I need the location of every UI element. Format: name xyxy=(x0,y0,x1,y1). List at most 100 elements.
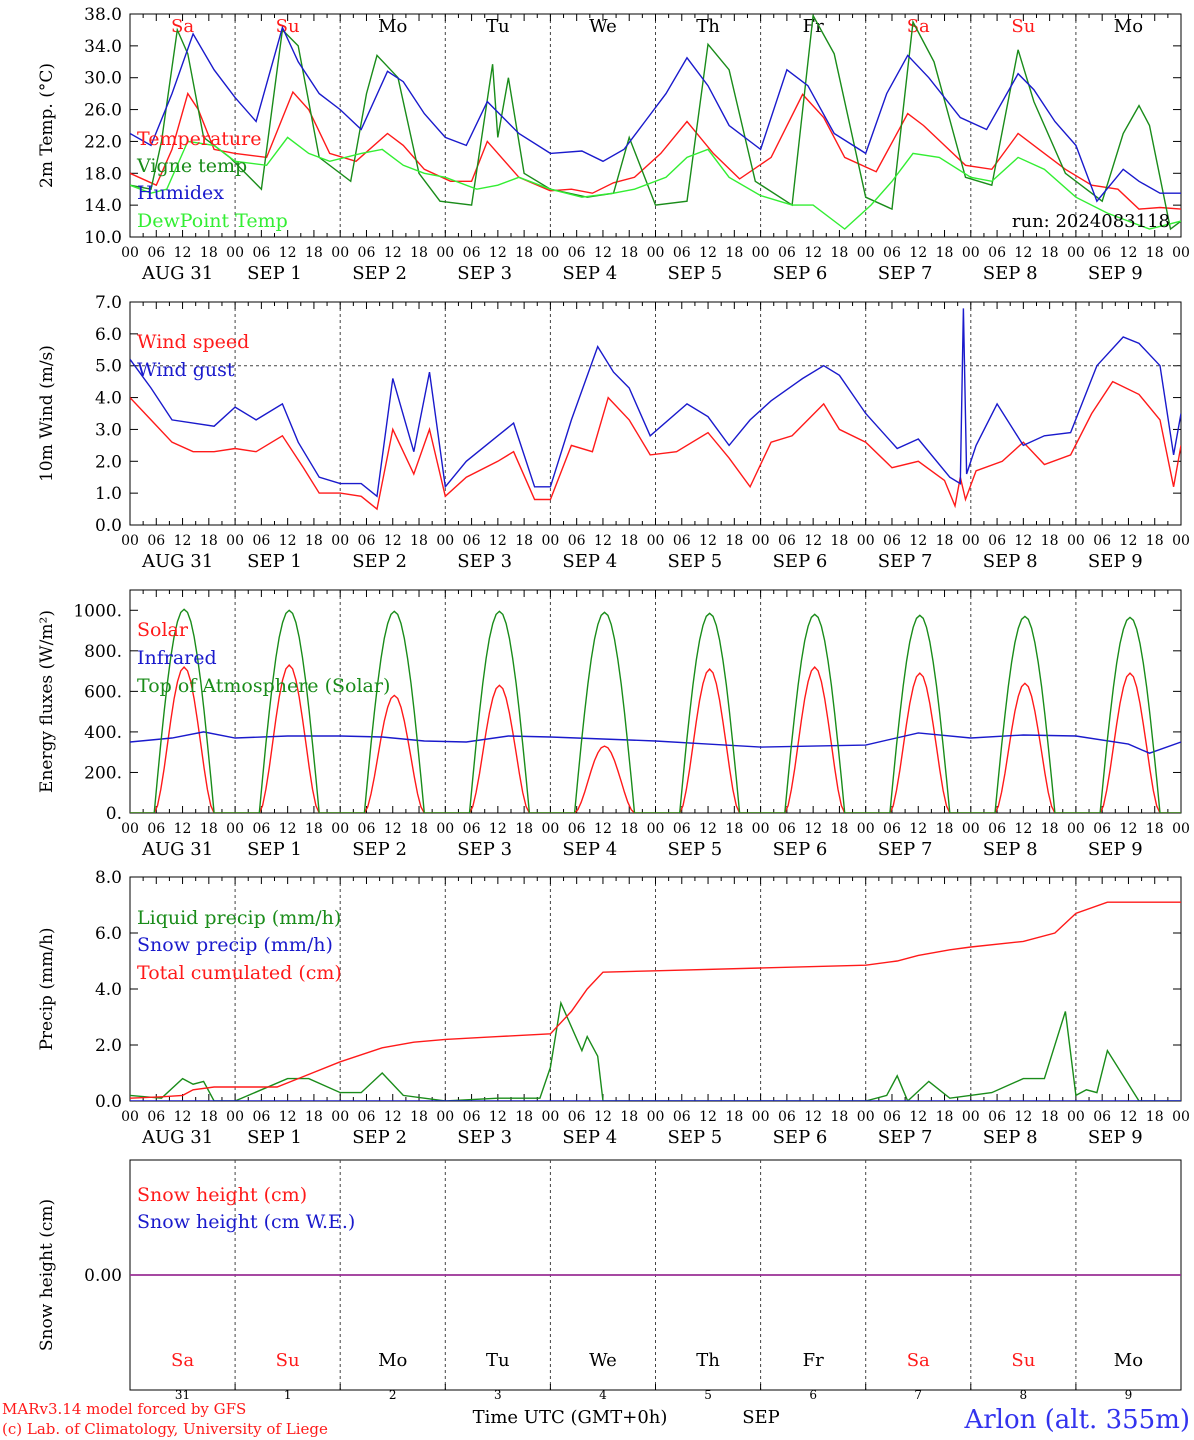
hour-tick-label: 00 xyxy=(121,245,139,261)
y-tick-label: 2.0 xyxy=(95,1036,122,1056)
hour-tick-label: 06 xyxy=(252,533,270,549)
day-name-label: Su xyxy=(276,1350,300,1371)
hour-tick-label: 00 xyxy=(226,245,244,261)
hour-tick-label: 18 xyxy=(305,533,323,549)
hour-tick-label: 00 xyxy=(226,821,244,837)
hour-tick-label: 06 xyxy=(358,821,376,837)
hour-tick-label: 12 xyxy=(384,1109,402,1125)
day-name-label: Sa xyxy=(171,16,194,37)
date-label: SEP 4 xyxy=(562,551,617,572)
hour-tick-label: 06 xyxy=(673,1109,691,1125)
hour-tick-label: 18 xyxy=(725,533,743,549)
hour-tick-label: 12 xyxy=(174,821,192,837)
y-tick-label: 0.0 xyxy=(95,516,122,536)
hour-tick-label: 18 xyxy=(305,1109,323,1125)
hour-tick-label: 18 xyxy=(410,533,428,549)
meteogram-panels: 10.014.018.022.026.030.034.038.02m Temp.… xyxy=(37,5,1190,1402)
hour-tick-label: 00 xyxy=(331,1109,349,1125)
meteogram-footer: MARv3.14 model forced by GFS (c) Lab. of… xyxy=(2,1400,1190,1438)
hour-tick-label: 06 xyxy=(358,245,376,261)
hour-tick-label: 12 xyxy=(489,245,507,261)
hour-tick-label: 06 xyxy=(568,821,586,837)
hour-tick-label: 12 xyxy=(384,533,402,549)
hour-tick-label: 00 xyxy=(647,1109,665,1125)
y-axis-label: Energy fluxes (W/m²) xyxy=(37,610,57,793)
date-label: SEP 5 xyxy=(668,1127,723,1148)
hour-tick-label: 12 xyxy=(909,1109,927,1125)
hour-tick-label: 12 xyxy=(594,245,612,261)
hour-tick-label: 00 xyxy=(1172,245,1190,261)
series-group xyxy=(130,14,1181,231)
day-name-label: Fr xyxy=(803,1350,824,1371)
legend-entry: Snow height (cm) xyxy=(137,1184,307,1206)
hour-tick-label: 06 xyxy=(1093,1109,1111,1125)
hour-tick-label: 00 xyxy=(1172,821,1190,837)
hour-tick-label: 06 xyxy=(463,533,481,549)
hour-tick-label: 00 xyxy=(226,533,244,549)
hour-tick-label: 18 xyxy=(620,1109,638,1125)
date-label: SEP 7 xyxy=(878,263,933,284)
date-label: AUG 31 xyxy=(141,839,213,860)
hour-tick-label: 12 xyxy=(594,533,612,549)
hour-tick-label: 00 xyxy=(647,533,665,549)
hour-tick-label: 18 xyxy=(1041,821,1059,837)
y-tick-label: 5.0 xyxy=(95,357,122,377)
y-tick-label: 1000. xyxy=(73,601,122,621)
hour-tick-label: 18 xyxy=(515,245,533,261)
y-tick-label: 22.0 xyxy=(84,132,122,152)
y-tick-label: 400. xyxy=(84,723,122,743)
y-tick-label: 6.0 xyxy=(95,325,122,345)
date-label: SEP 6 xyxy=(773,263,828,284)
hour-tick-label: 00 xyxy=(436,1109,454,1125)
panel-snow: 0.00 Snow height (cm) Snow height (cm) Snow… xyxy=(37,1159,1182,1402)
y-tick-label: 10.0 xyxy=(84,228,122,248)
hour-tick-label: 12 xyxy=(699,245,717,261)
legend-entry: Infrared xyxy=(137,647,217,669)
day-name-label: Su xyxy=(1011,16,1035,37)
hour-tick-label: 12 xyxy=(489,1109,507,1125)
hour-tick-label: 12 xyxy=(699,821,717,837)
y-tick-label: 2.0 xyxy=(95,452,122,472)
hour-tick-label: 18 xyxy=(725,245,743,261)
hour-tick-label: 06 xyxy=(883,821,901,837)
y-axis-label: 2m Temp. (°C) xyxy=(37,63,57,188)
hour-tick-label: 00 xyxy=(752,533,770,549)
hour-tick-label: 18 xyxy=(831,245,849,261)
hour-tick-label: 00 xyxy=(541,245,559,261)
day-number-label: 2 xyxy=(389,1388,397,1402)
hour-tick-label: 00 xyxy=(962,1109,980,1125)
hour-tick-label: 18 xyxy=(1146,533,1164,549)
hour-tick-label: 00 xyxy=(436,533,454,549)
hour-tick-label: 00 xyxy=(226,1109,244,1125)
hour-tick-label: 00 xyxy=(752,821,770,837)
hour-tick-label: 00 xyxy=(857,821,875,837)
hour-tick-label: 06 xyxy=(673,533,691,549)
hour-tick-label: 18 xyxy=(831,533,849,549)
hour-tick-label: 06 xyxy=(358,533,376,549)
hour-tick-label: 18 xyxy=(1041,533,1059,549)
day-name-label: Mo xyxy=(378,1350,407,1371)
date-label: SEP 3 xyxy=(457,839,512,860)
date-label: SEP 9 xyxy=(1088,839,1143,860)
panel-energy: 0. 200. 400. 600. 800. 1000. Energy fluxes (W/… xyxy=(37,589,1190,860)
hour-tick-label: 00 xyxy=(121,1109,139,1125)
hour-tick-label: 00 xyxy=(962,821,980,837)
day-name-label: Tu xyxy=(486,16,510,37)
legend-entry: DewPoint Temp xyxy=(137,210,288,232)
series-line xyxy=(130,308,1181,498)
panel-wind: 0.0 1.0 2.0 3.0 4.0 5.0 6.0 7.0 10m Wind (m/s) Wi… xyxy=(37,293,1190,572)
hour-tick-label: 18 xyxy=(200,1109,218,1125)
date-label: AUG 31 xyxy=(141,1127,213,1148)
legend-entry: Liquid precip (mm/h) xyxy=(137,907,341,929)
day-name-label: Mo xyxy=(1114,1350,1143,1371)
hour-tick-label: 12 xyxy=(489,821,507,837)
day-number-label: 3 xyxy=(494,1388,502,1402)
hour-tick-label: 00 xyxy=(962,533,980,549)
hour-tick-label: 06 xyxy=(147,245,165,261)
hour-tick-label: 12 xyxy=(1014,1109,1032,1125)
hour-tick-label: 00 xyxy=(331,533,349,549)
hour-tick-label: 00 xyxy=(436,245,454,261)
hour-tick-label: 18 xyxy=(200,245,218,261)
hour-tick-label: 12 xyxy=(1120,1109,1138,1125)
